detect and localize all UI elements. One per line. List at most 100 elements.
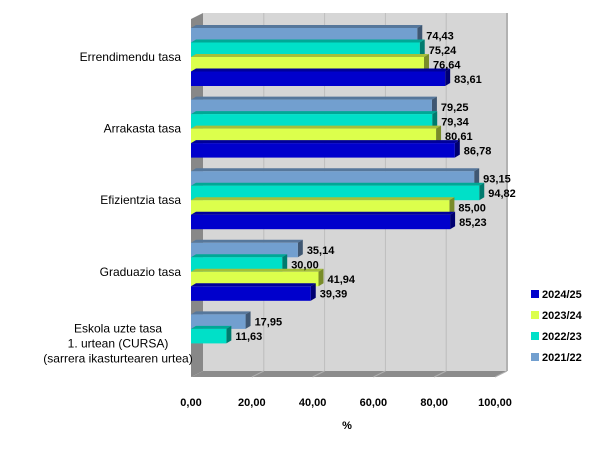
x-tick-label: 20,00 <box>238 397 266 409</box>
bar-side <box>318 268 324 287</box>
bar-side <box>445 68 451 86</box>
category-label: (sarrera ikasturtearen urtea) <box>43 351 192 365</box>
bar-side <box>310 283 316 301</box>
legend-label: 2022/23 <box>542 331 582 343</box>
value-label: 75,24 <box>429 45 457 57</box>
legend-label: 2023/24 <box>542 310 583 322</box>
floor-gridline <box>251 370 265 378</box>
bar-side <box>431 96 437 115</box>
x-tick-label: 0,00 <box>180 397 201 409</box>
bar-2024-25 <box>191 143 455 158</box>
value-label: 74,43 <box>426 30 454 42</box>
bar-top <box>191 268 324 272</box>
category-label: Arrakasta tasa <box>104 122 182 136</box>
bar-2022-23 <box>191 185 480 201</box>
bar-2022-23 <box>191 328 227 344</box>
bar-2021-22 <box>191 28 418 43</box>
x-tick-label: 100,00 <box>478 397 512 409</box>
bar-side <box>419 39 425 57</box>
legend-swatch <box>531 290 539 298</box>
category-labels: Errendimendu tasa Arrakasta tasa Efizientz… <box>43 50 192 365</box>
bar-side <box>423 54 429 72</box>
bar-top <box>191 39 425 43</box>
floor-gridline <box>373 370 386 378</box>
legend-swatch <box>531 332 539 340</box>
bar-2021-22 <box>191 171 475 186</box>
legend-swatch <box>531 353 539 361</box>
bar-top <box>191 125 442 129</box>
value-label: 17,95 <box>255 317 283 329</box>
bar-side <box>417 25 423 43</box>
floor <box>191 371 507 377</box>
bar-2023-24 <box>191 271 319 287</box>
bar-side <box>479 182 485 201</box>
x-tick-label: 80,00 <box>420 397 448 409</box>
bar-2023-24 <box>191 200 450 215</box>
value-label: 11,63 <box>235 331 262 343</box>
value-label: 30,00 <box>291 260 319 272</box>
bar-side <box>282 254 288 272</box>
legend: 2024/25 2023/24 2022/23 2021/22 <box>531 289 583 364</box>
value-label: 86,78 <box>464 145 492 157</box>
bar-2023-24 <box>191 57 424 72</box>
bar-2024-25 <box>191 71 446 86</box>
category-label: Errendimendu tasa <box>80 50 182 64</box>
bar-side <box>450 211 456 230</box>
value-label: 76,64 <box>433 59 461 71</box>
bar-top <box>191 311 251 315</box>
value-label: 94,82 <box>488 188 516 200</box>
bar-2022-23 <box>191 257 283 272</box>
category-label: Eskola uzte tasa <box>74 321 162 335</box>
bar-top <box>191 25 423 28</box>
x-tick-labels: 0,00 20,00 40,00 60,00 80,00 100,00 <box>180 397 512 409</box>
floor-gridline <box>433 370 447 378</box>
value-label: 85,00 <box>458 202 486 214</box>
bar-top <box>191 96 437 100</box>
bar-side <box>297 239 303 258</box>
legend-swatch <box>531 311 539 319</box>
bar-top <box>191 140 460 144</box>
category-label: 1. urtean (CURSA) <box>68 336 169 350</box>
value-label: 83,61 <box>454 74 482 86</box>
bar-side <box>226 325 232 344</box>
legend-label: 2021/22 <box>542 352 582 364</box>
x-axis-label: % <box>342 420 352 432</box>
bar-2021-22 <box>191 99 432 115</box>
bar-top <box>191 68 451 72</box>
bar-top <box>191 197 455 201</box>
bar-2024-25 <box>191 286 311 301</box>
bar-top <box>191 239 303 243</box>
value-label: 35,14 <box>307 245 335 257</box>
bar-2021-22 <box>191 242 298 258</box>
value-label: 79,25 <box>441 102 469 114</box>
bar-top <box>191 211 456 215</box>
bar-side <box>449 197 455 215</box>
category-label: Efizientzia tasa <box>100 193 181 207</box>
floor-gridline <box>312 370 325 378</box>
bar-side <box>454 140 460 158</box>
category-label: Graduazio tasa <box>100 265 182 279</box>
bar-top <box>191 182 485 186</box>
value-label: 80,61 <box>445 131 473 143</box>
value-label: 79,34 <box>441 116 469 128</box>
bar-2021-22 <box>191 314 246 329</box>
bar-side <box>432 111 438 129</box>
bar-top <box>191 254 288 258</box>
x-tick-label: 60,00 <box>360 397 388 409</box>
x-tick-label: 40,00 <box>299 397 327 409</box>
bar-2023-24 <box>191 128 437 144</box>
value-labels: 74,43 75,24 76,64 83,61 79,25 79,34 80,61 86,78… <box>235 30 515 343</box>
bar-top <box>191 325 232 329</box>
bar-side <box>474 168 480 186</box>
value-label: 39,39 <box>320 289 348 301</box>
bar-top <box>191 111 438 115</box>
bar-2024-25 <box>191 214 451 230</box>
bar-side <box>436 125 442 144</box>
value-label: 93,15 <box>483 173 511 185</box>
bar-top <box>191 283 316 287</box>
bar-top <box>191 54 429 57</box>
value-label: 41,94 <box>327 274 355 286</box>
floor-gridline <box>494 370 508 378</box>
bar-side <box>245 311 251 329</box>
